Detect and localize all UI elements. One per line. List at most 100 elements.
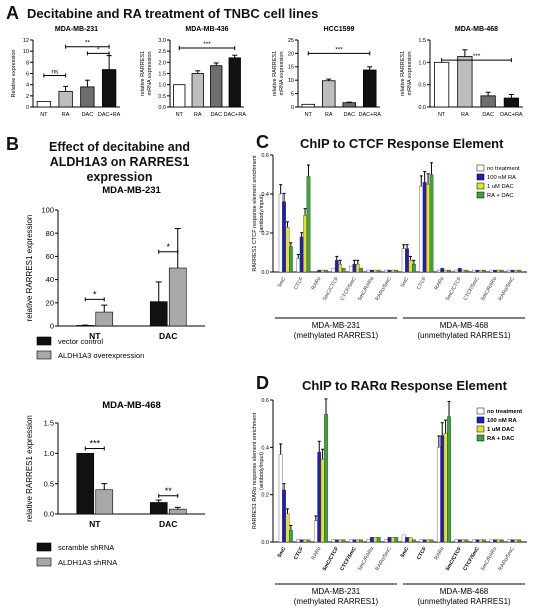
bar <box>306 176 311 273</box>
legend-swatch <box>476 191 485 199</box>
bar <box>419 186 424 273</box>
bar <box>320 269 325 273</box>
bar <box>496 269 501 273</box>
bar <box>317 451 322 543</box>
bar <box>324 269 328 273</box>
y-tick-label: 0.4 <box>261 192 269 198</box>
legend-label: RA + DAC <box>487 193 514 199</box>
x-tick-label: CTCF/5mC <box>339 546 358 572</box>
y-axis-label: Relative expression <box>11 50 17 98</box>
x-tick-label: 5mC/RARα <box>480 276 498 302</box>
x-tick-label: RARα/5mC <box>375 276 393 302</box>
x-tick-label: DAC <box>210 112 222 118</box>
y-tick-label: 12 <box>23 38 29 44</box>
bar <box>317 269 322 273</box>
y-axis-label: (antibody/input) <box>259 452 265 490</box>
bar <box>429 174 434 273</box>
y-tick-label: 0.0 <box>44 510 54 519</box>
bar <box>384 269 388 273</box>
y-tick-label: 0.6 <box>261 153 269 159</box>
bar <box>443 432 448 543</box>
bar <box>412 264 416 273</box>
bar <box>149 301 168 327</box>
bar <box>443 269 448 273</box>
x-tick-label: DAC+RA <box>98 112 121 118</box>
bar <box>338 264 343 273</box>
bar <box>355 539 360 543</box>
chart-title: MDA-MB-468 <box>455 26 498 33</box>
bar <box>514 539 518 543</box>
x-tick-label: RA <box>194 112 202 118</box>
legend-swatch <box>476 407 485 415</box>
bar <box>278 193 283 273</box>
y-tick-label: 2 <box>26 94 29 100</box>
panel-b-title-line: Effect of decitabine and <box>49 140 190 154</box>
bar <box>370 537 374 543</box>
bar <box>419 539 424 543</box>
y-tick-label: 1.0 <box>44 449 54 458</box>
bar <box>384 539 388 543</box>
panel-b-letter: B <box>6 134 19 154</box>
bar <box>373 537 378 543</box>
group-label: (unmethylated RARRES1) <box>417 331 511 340</box>
bar <box>303 539 307 543</box>
bar <box>58 90 73 108</box>
bar <box>359 539 364 543</box>
legend-label: no treatment <box>487 409 522 415</box>
group-label: MDA-MB-468 <box>440 321 489 330</box>
x-tick-label: 5mC/CTCF <box>322 276 340 302</box>
legend-label: ALDH1A3 overexpression <box>58 351 144 360</box>
bar <box>408 537 413 543</box>
legend-swatch <box>476 416 485 424</box>
bar <box>376 269 381 273</box>
bar <box>282 201 286 273</box>
x-tick-label: DAC <box>482 112 494 118</box>
bar <box>349 539 353 543</box>
chart-title: MDA-MB-231 <box>102 185 161 196</box>
x-tick-label: 5mC/CTCF <box>445 546 463 572</box>
bar <box>394 537 399 543</box>
bar <box>306 539 311 543</box>
bar <box>289 246 293 273</box>
y-axis-label: mRNA expression <box>407 51 413 95</box>
y-tick-label: 20 <box>288 51 294 57</box>
y-axis-label: relative RARRES1 <box>140 51 146 96</box>
bar <box>493 269 497 273</box>
x-tick-label: CTCF <box>416 546 428 561</box>
bar <box>168 267 187 327</box>
chart-title: MDA-MB-436 <box>185 26 228 33</box>
y-tick-label: 1.0 <box>158 83 166 89</box>
bar <box>482 269 487 273</box>
bar <box>489 269 494 273</box>
y-axis-label: mRNA expression <box>279 51 285 95</box>
bar <box>426 539 430 543</box>
y-axis-label: relative RARRES1 expression <box>25 415 34 522</box>
y-tick-label: 80 <box>46 229 54 238</box>
y-axis-label: relative RARRES1 <box>400 51 406 96</box>
y-tick-label: 0 <box>50 322 54 331</box>
y-tick-label: 10 <box>23 49 29 55</box>
bar <box>464 539 469 543</box>
panel-a-title: Decitabine and RA treatment of TNBC cell… <box>27 6 319 21</box>
y-tick-label: 60 <box>46 252 54 261</box>
bar <box>405 248 409 273</box>
x-tick-label: 5mC/RARα <box>357 546 375 572</box>
bar <box>341 539 346 543</box>
x-tick-label: DAC <box>343 112 355 118</box>
panel-c-title: ChIP to CTCF Response Element <box>300 136 504 151</box>
bar <box>352 264 357 273</box>
legend-swatch <box>476 182 485 190</box>
legend-swatch <box>36 336 52 346</box>
x-tick-label: DAC <box>159 519 177 529</box>
bar <box>320 458 325 543</box>
y-tick-label: 2.5 <box>158 49 166 55</box>
panel-a-letter: A <box>6 3 19 23</box>
legend-label: vector control <box>58 337 103 346</box>
significance-label: ns <box>51 69 59 76</box>
y-tick-label: 0.0 <box>418 105 426 111</box>
x-tick-label: NT <box>89 331 101 341</box>
bar <box>149 502 168 515</box>
bar <box>301 103 316 108</box>
y-tick-label: 0.0 <box>261 540 269 546</box>
x-tick-label: 5mC/RARα <box>480 546 498 572</box>
